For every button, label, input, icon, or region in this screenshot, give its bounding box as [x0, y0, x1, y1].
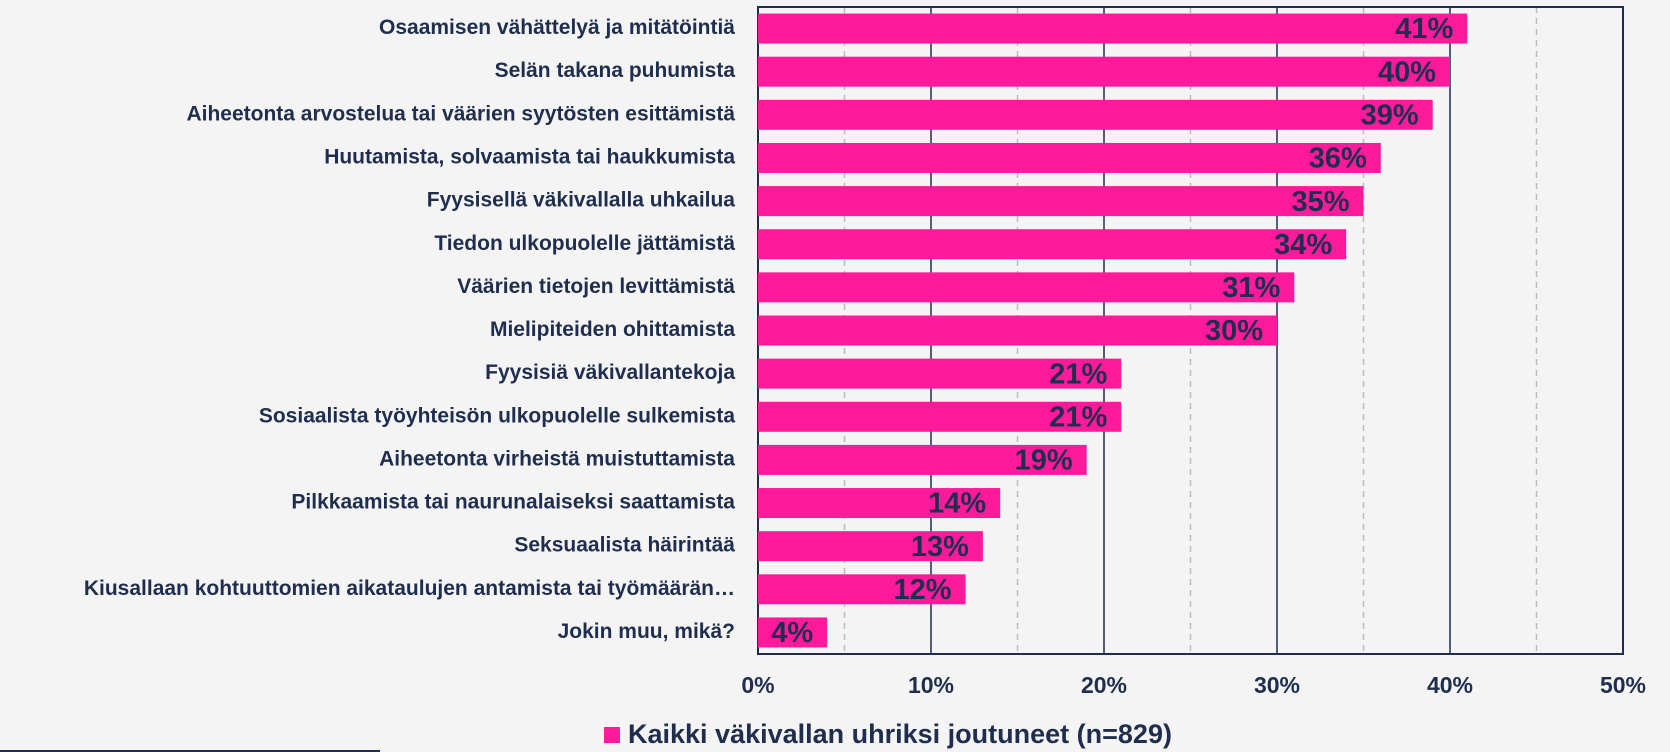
data-label: 30% — [1205, 315, 1263, 347]
bar — [758, 358, 1122, 389]
bar — [758, 13, 1468, 44]
bar — [758, 488, 1001, 519]
bar — [758, 315, 1277, 346]
y-tick-label: Tiedon ulkopuolelle jättämistä — [434, 232, 735, 255]
data-label: 31% — [1222, 272, 1280, 304]
y-tick-label: Osaamisen vähättelyä ja mitätöintiä — [379, 16, 735, 39]
legend-swatch — [604, 727, 620, 743]
y-tick-label: Fyysisellä väkivallalla uhkailua — [427, 189, 736, 212]
data-label: 12% — [894, 574, 952, 606]
bar — [758, 574, 966, 605]
y-tick-label: Huutamista, solvaamista tai haukkumista — [324, 146, 735, 169]
bar — [758, 56, 1450, 87]
x-tick-label: 20% — [1081, 672, 1127, 698]
bar — [758, 229, 1347, 260]
y-tick-label: Seksuaalista häirintää — [514, 534, 735, 557]
data-label: 19% — [1015, 445, 1073, 477]
bar — [758, 444, 1087, 475]
bar — [758, 186, 1364, 217]
y-tick-label: Jokin muu, mikä? — [558, 620, 735, 643]
data-label: 14% — [928, 488, 986, 520]
data-label: 36% — [1309, 143, 1367, 175]
x-tick-label: 10% — [908, 672, 954, 698]
bar — [758, 401, 1122, 432]
bar — [758, 272, 1295, 303]
y-tick-label: Selän takana puhumista — [495, 59, 736, 82]
legend-label: Kaikki väkivallan uhriksi joutuneet (n=8… — [628, 719, 1172, 749]
data-label: 21% — [1049, 401, 1107, 433]
y-tick-label: Fyysisiä väkivallantekoja — [485, 361, 735, 384]
y-tick-label: Mielipiteiden ohittamista — [490, 318, 735, 341]
bar — [758, 99, 1433, 130]
x-tick-label: 30% — [1254, 672, 1300, 698]
data-label: 34% — [1274, 229, 1332, 261]
y-tick-label: Väärien tietojen levittämistä — [457, 275, 735, 298]
x-tick-label: 0% — [741, 672, 774, 698]
bar — [758, 142, 1381, 173]
data-label: 4% — [771, 617, 813, 649]
bar — [758, 617, 828, 648]
data-label: 40% — [1378, 56, 1436, 88]
bar — [758, 531, 983, 562]
y-tick-label: Sosiaalista työyhteisön ulkopuolelle sul… — [259, 404, 735, 427]
data-label: 39% — [1361, 99, 1419, 131]
y-tick-label: Pilkkaamista tai naurunalaiseksi saattam… — [291, 491, 735, 514]
x-tick-label: 50% — [1600, 672, 1646, 698]
x-tick-label: 40% — [1427, 672, 1473, 698]
data-label: 35% — [1291, 186, 1349, 218]
data-label: 41% — [1395, 13, 1453, 45]
y-tick-label: Aiheetonta virheistä muistuttamista — [379, 447, 735, 470]
data-label: 13% — [911, 531, 969, 563]
y-tick-label: Kiusallaan kohtuuttomien aikataulujen an… — [84, 577, 735, 600]
data-label: 21% — [1049, 358, 1107, 390]
y-tick-label: Aiheetonta arvostelua tai väärien syytös… — [186, 102, 735, 125]
